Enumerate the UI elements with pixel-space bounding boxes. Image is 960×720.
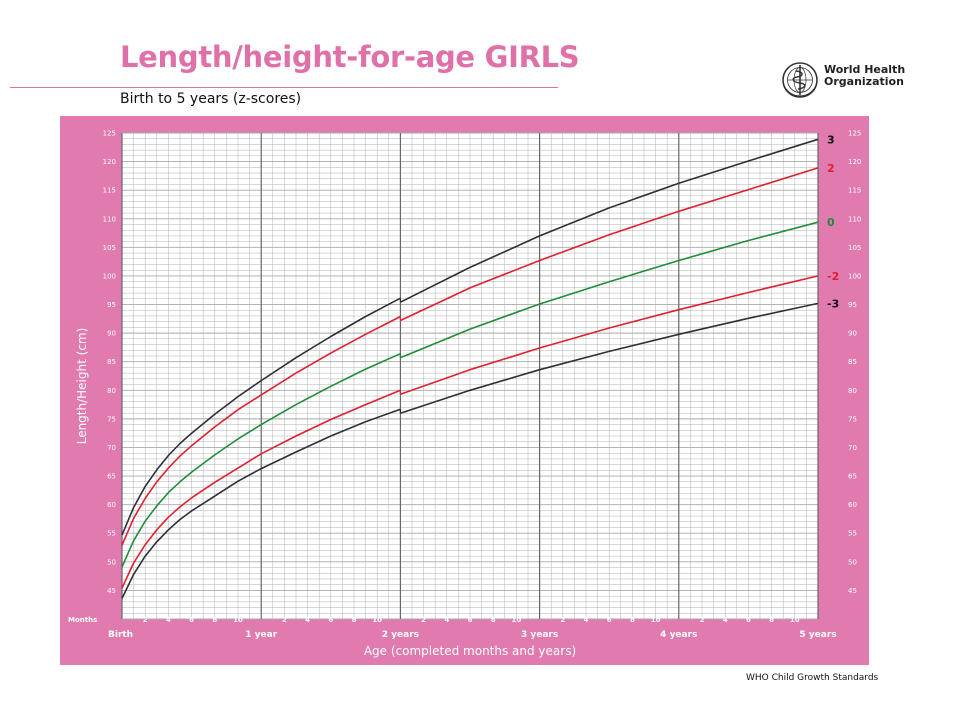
y-tick-label-left: 100: [103, 272, 116, 280]
grid-lines: [121, 132, 819, 620]
y-tick-label-left: 60: [107, 501, 116, 509]
y-tick-label-right: 50: [848, 558, 857, 566]
z-label--3: -3: [827, 297, 839, 310]
month-tick-label: 4: [723, 616, 728, 624]
month-tick-label: 6: [468, 616, 473, 624]
y-tick-label-right: 45: [848, 587, 857, 595]
y-tick-label-right: 120: [848, 158, 861, 166]
y-tick-label-right: 65: [848, 473, 857, 481]
footer-credit: WHO Child Growth Standards: [746, 673, 879, 683]
z-line-0: [121, 352, 401, 568]
y-tick-label-left: 70: [107, 444, 116, 452]
y-tick-label-right: 60: [848, 501, 857, 509]
y-tick-label-right: 70: [848, 444, 857, 452]
month-tick-label: 2: [421, 616, 426, 624]
z-label--2: -2: [827, 270, 839, 283]
who-name-line1: World Health: [824, 63, 906, 76]
year-tick-label: 1 year: [245, 630, 277, 640]
month-tick-label: 4: [305, 616, 310, 624]
y-tick-label-left: 80: [107, 387, 116, 395]
title-rule: [10, 87, 558, 88]
y-tick-label-right: 75: [848, 415, 857, 423]
y-tick-label-right: 55: [848, 530, 857, 538]
year-tick-label: 5 years: [799, 630, 836, 640]
z-line--2: [121, 389, 401, 589]
y-tick-label-right: 100: [848, 272, 861, 280]
month-tick-label: 2: [700, 616, 705, 624]
y-tick-label-left: 95: [107, 301, 116, 309]
y-tick-label-left: 110: [103, 215, 116, 223]
z-score-lines: [121, 138, 819, 599]
y-tick-label-right: 110: [848, 215, 861, 223]
y-tick-label-right: 105: [848, 244, 861, 252]
y-tick-label-right: 85: [848, 358, 857, 366]
month-tick-label: 8: [352, 616, 357, 624]
z-label-0: 0: [827, 216, 835, 229]
month-tick-label: 4: [584, 616, 589, 624]
z-line-0: [400, 221, 819, 359]
who-logo: World Health Organization: [780, 60, 905, 100]
page-subtitle: Birth to 5 years (z-scores): [120, 91, 302, 107]
y-tick-label-left: 55: [107, 530, 116, 538]
z-label-3: 3: [827, 133, 835, 146]
y-tick-label-left: 50: [107, 558, 116, 566]
y-tick-label-left: 75: [107, 415, 116, 423]
month-tick-label: 4: [166, 616, 171, 624]
y-tick-label-right: 95: [848, 301, 857, 309]
x-axis-title: Age (completed months and years): [364, 644, 576, 658]
year-tick-label: 4 years: [660, 630, 697, 640]
month-tick-label: 8: [491, 616, 496, 624]
z-line-3: [121, 297, 401, 536]
who-name: World Health Organization: [824, 63, 906, 88]
month-tick-label: 2: [143, 616, 148, 624]
who-name-line2: Organization: [824, 75, 904, 88]
y-tick-label-right: 115: [848, 187, 861, 195]
month-tick-label: 6: [189, 616, 194, 624]
month-tick-label: 10: [372, 616, 382, 624]
month-tick-label: 6: [328, 616, 333, 624]
month-tick-label: 4: [444, 616, 449, 624]
month-tick-label: 2: [282, 616, 287, 624]
months-label: Months: [68, 616, 97, 624]
month-tick-label: 10: [651, 616, 661, 624]
year-tick-label: Birth: [108, 630, 133, 640]
month-tick-label: 8: [769, 616, 774, 624]
y-tick-label-left: 120: [103, 158, 116, 166]
month-tick-label: 10: [233, 616, 243, 624]
y-tick-label-left: 90: [107, 330, 116, 338]
z-score-labels: 3 2 0 -2 -3: [827, 133, 839, 310]
month-tick-label: 2: [560, 616, 565, 624]
month-tick-label: 8: [212, 616, 217, 624]
y-tick-label-right: 90: [848, 330, 857, 338]
z-line-3: [400, 138, 819, 303]
y-tick-label-right: 80: [848, 387, 857, 395]
month-tick-label: 6: [746, 616, 751, 624]
month-tick-label: 8: [630, 616, 635, 624]
year-tick-label: 2 years: [382, 630, 419, 640]
y-tick-label-left: 45: [107, 587, 116, 595]
y-tick-label-left: 65: [107, 473, 116, 481]
month-tick-label: 10: [790, 616, 800, 624]
y-tick-label-left: 115: [103, 187, 116, 195]
y-axis-title: Length/Height (cm): [75, 328, 89, 445]
z-line--3: [400, 302, 819, 414]
month-tick-label: 10: [512, 616, 522, 624]
month-tick-label: 6: [607, 616, 612, 624]
z-line--3: [121, 408, 401, 599]
y-tick-label-left: 125: [103, 130, 116, 138]
year-tick-label: 3 years: [521, 630, 558, 640]
y-tick-label-left: 105: [103, 244, 116, 252]
y-tick-label-left: 85: [107, 358, 116, 366]
z-line-2: [121, 315, 401, 546]
z-line--2: [400, 275, 819, 396]
who-emblem-icon: [782, 62, 818, 98]
z-label-2: 2: [827, 162, 835, 175]
y-tick-label-right: 125: [848, 130, 861, 138]
page-title: Length/height-for-age GIRLS: [120, 40, 580, 74]
z-line-2: [400, 167, 819, 322]
